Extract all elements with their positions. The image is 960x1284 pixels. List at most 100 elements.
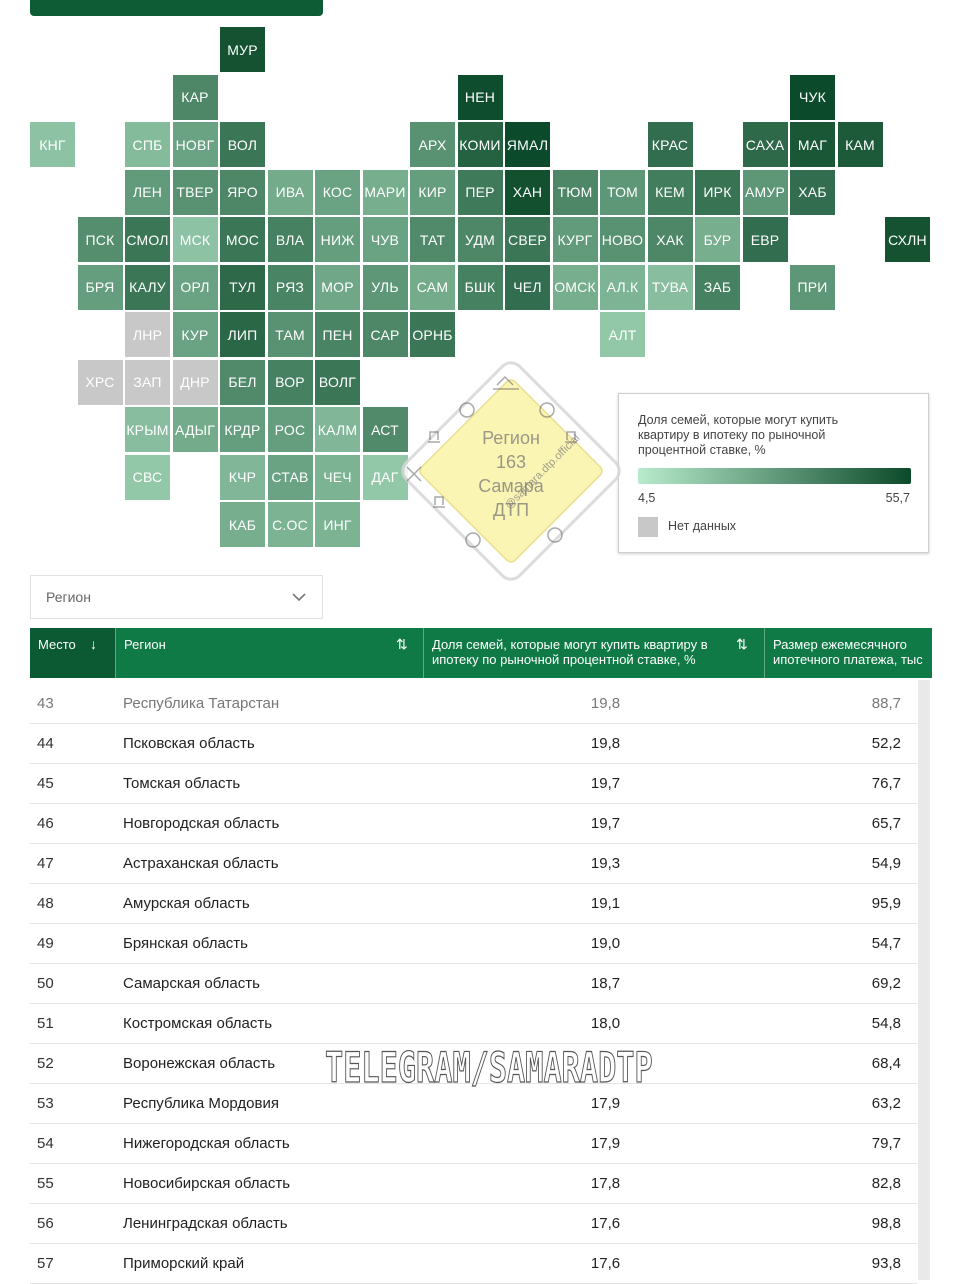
column-header-region[interactable]: Регион ⇅ (116, 628, 423, 678)
region-tile[interactable]: ВОР (267, 359, 313, 405)
region-tile[interactable]: НИЖ (315, 217, 360, 262)
table-row[interactable]: 48 Амурская область 19,1 95,9 (30, 884, 917, 924)
region-tile[interactable]: БРЯ (77, 264, 123, 310)
region-tile[interactable]: АСТ (362, 407, 408, 452)
table-row[interactable]: 54 Нижегородская область 17,9 79,7 (30, 1124, 917, 1164)
region-tile[interactable]: ТОМ (600, 169, 645, 215)
region-tile[interactable]: ТВЕР (172, 169, 218, 215)
region-tile[interactable]: КАР (172, 74, 218, 120)
region-tile[interactable]: АЛ.К (600, 264, 645, 310)
region-tile[interactable]: СВС (125, 454, 170, 500)
region-tile[interactable]: ЯМАЛ (505, 122, 550, 167)
region-tile[interactable]: МОР (315, 264, 360, 310)
region-tile[interactable]: СТАВ (267, 454, 313, 500)
region-tile[interactable]: ТЮМ (552, 169, 598, 215)
region-tile[interactable]: СВЕР (505, 217, 550, 262)
region-tile[interactable]: ЕВР (742, 217, 788, 262)
region-tile[interactable]: ЛИП (220, 312, 265, 357)
region-tile[interactable]: ЗАП (125, 359, 170, 405)
region-tile[interactable]: БЕЛ (220, 359, 265, 405)
region-tile[interactable]: САР (362, 312, 408, 357)
region-tile[interactable]: КОС (315, 169, 360, 215)
vertical-scrollbar[interactable] (918, 680, 930, 1280)
region-tile[interactable]: ХАН (505, 169, 550, 215)
region-tile[interactable]: СМОЛ (125, 217, 170, 262)
region-tile[interactable]: ИВА (267, 169, 313, 215)
region-tile[interactable]: ТАМ (267, 312, 313, 357)
region-tile[interactable]: КРЫМ (125, 407, 170, 452)
region-tile[interactable]: РОС (267, 407, 313, 452)
table-row[interactable]: 50 Самарская область 18,7 69,2 (30, 964, 917, 1004)
region-tile[interactable]: УЛЬ (362, 264, 408, 310)
region-tile[interactable]: ВОЛ (220, 122, 265, 167)
region-tile[interactable]: ТУЛ (220, 264, 265, 310)
region-tile[interactable]: ВЛА (267, 217, 313, 262)
region-tile[interactable]: КЕМ (647, 169, 693, 215)
region-tile[interactable]: ДНР (172, 359, 218, 405)
region-tile[interactable]: ЗАБ (695, 264, 740, 310)
region-tile[interactable]: ЧУВ (362, 217, 408, 262)
region-tile[interactable]: МАГ (790, 122, 835, 167)
region-tile[interactable]: БШК (457, 264, 503, 310)
region-tile[interactable]: НОВГ (172, 122, 218, 167)
region-tile[interactable]: ПРИ (790, 264, 835, 310)
table-row[interactable]: 55 Новосибирская область 17,8 82,8 (30, 1164, 917, 1204)
table-row[interactable]: 52 Воронежская область 68,4 (30, 1044, 917, 1084)
region-tile[interactable]: ХАК (647, 217, 693, 262)
column-header-share[interactable]: Доля семей, которые могут купить квартир… (424, 628, 764, 678)
region-tile[interactable]: САМ (410, 264, 455, 310)
region-tile[interactable]: УДМ (457, 217, 503, 262)
table-row[interactable]: 45 Томская область 19,7 76,7 (30, 764, 917, 804)
region-tile[interactable]: ТАТ (410, 217, 455, 262)
region-tile[interactable]: АМУР (742, 169, 788, 215)
table-row[interactable]: 56 Ленинградская область 17,6 98,8 (30, 1204, 917, 1244)
region-tile[interactable]: КАЛМ (315, 407, 360, 452)
region-tile[interactable]: КАБ (220, 502, 265, 547)
region-tile[interactable]: СХЛН (885, 217, 930, 262)
region-tile[interactable]: КОМИ (457, 122, 503, 167)
region-tile[interactable]: ПЕН (315, 312, 360, 357)
table-row[interactable]: 57 Приморский край 17,6 93,8 (30, 1244, 917, 1284)
region-tile[interactable]: МСК (172, 217, 218, 262)
table-row[interactable]: 49 Брянская область 19,0 54,7 (30, 924, 917, 964)
region-tile[interactable]: РЯЗ (267, 264, 313, 310)
region-tile[interactable]: КНГ (30, 122, 75, 167)
region-tile[interactable]: ПЕР (457, 169, 503, 215)
region-tile[interactable]: ЧЕЧ (315, 454, 360, 500)
region-tile[interactable]: ХАБ (790, 169, 835, 215)
region-tile[interactable]: МОС (220, 217, 265, 262)
region-tile[interactable]: СПБ (125, 122, 170, 167)
region-tile[interactable]: ЧУК (790, 74, 835, 120)
region-tile[interactable]: КРДР (220, 407, 265, 452)
table-row[interactable]: 47 Астраханская область 19,3 54,9 (30, 844, 917, 884)
region-tile[interactable]: ОРНБ (410, 312, 455, 357)
region-tile[interactable]: С.ОС (267, 502, 313, 547)
region-tile[interactable]: ИНГ (315, 502, 360, 547)
region-tile[interactable]: БУР (695, 217, 740, 262)
column-header-rank[interactable]: Место ↓ (30, 628, 115, 678)
region-filter-dropdown[interactable]: Регион (30, 575, 323, 619)
region-tile[interactable]: АРХ (410, 122, 455, 167)
region-tile[interactable]: ХРС (77, 359, 123, 405)
region-tile[interactable]: ДАГ (362, 454, 408, 500)
region-tile[interactable]: АДЫГ (172, 407, 218, 452)
region-tile[interactable]: ЧЕЛ (505, 264, 550, 310)
region-tile[interactable]: КАЛУ (125, 264, 170, 310)
region-tile[interactable]: ЛЕН (125, 169, 170, 215)
region-tile[interactable]: ИРК (695, 169, 740, 215)
region-tile[interactable]: ВОЛГ (315, 359, 360, 405)
column-header-payment[interactable]: Размер ежемесячного ипотечного платежа, … (765, 628, 932, 678)
region-tile[interactable]: МАРИ (362, 169, 408, 215)
table-row[interactable]: 51 Костромская область 18,0 54,8 (30, 1004, 917, 1044)
region-tile[interactable]: КУРГ (552, 217, 598, 262)
region-tile[interactable]: КУР (172, 312, 218, 357)
region-tile[interactable]: ТУВА (647, 264, 693, 310)
region-tile[interactable]: МУР (220, 27, 265, 72)
region-tile[interactable]: ЛНР (125, 312, 170, 357)
region-tile[interactable]: КАМ (837, 122, 883, 167)
region-tile[interactable]: КЧР (220, 454, 265, 500)
table-row[interactable]: 43 Республика Татарстан 19,8 88,7 (30, 684, 917, 724)
table-row[interactable]: 46 Новгородская область 19,7 65,7 (30, 804, 917, 844)
region-tile[interactable]: ОРЛ (172, 264, 218, 310)
region-tile[interactable]: НЕН (457, 74, 503, 120)
